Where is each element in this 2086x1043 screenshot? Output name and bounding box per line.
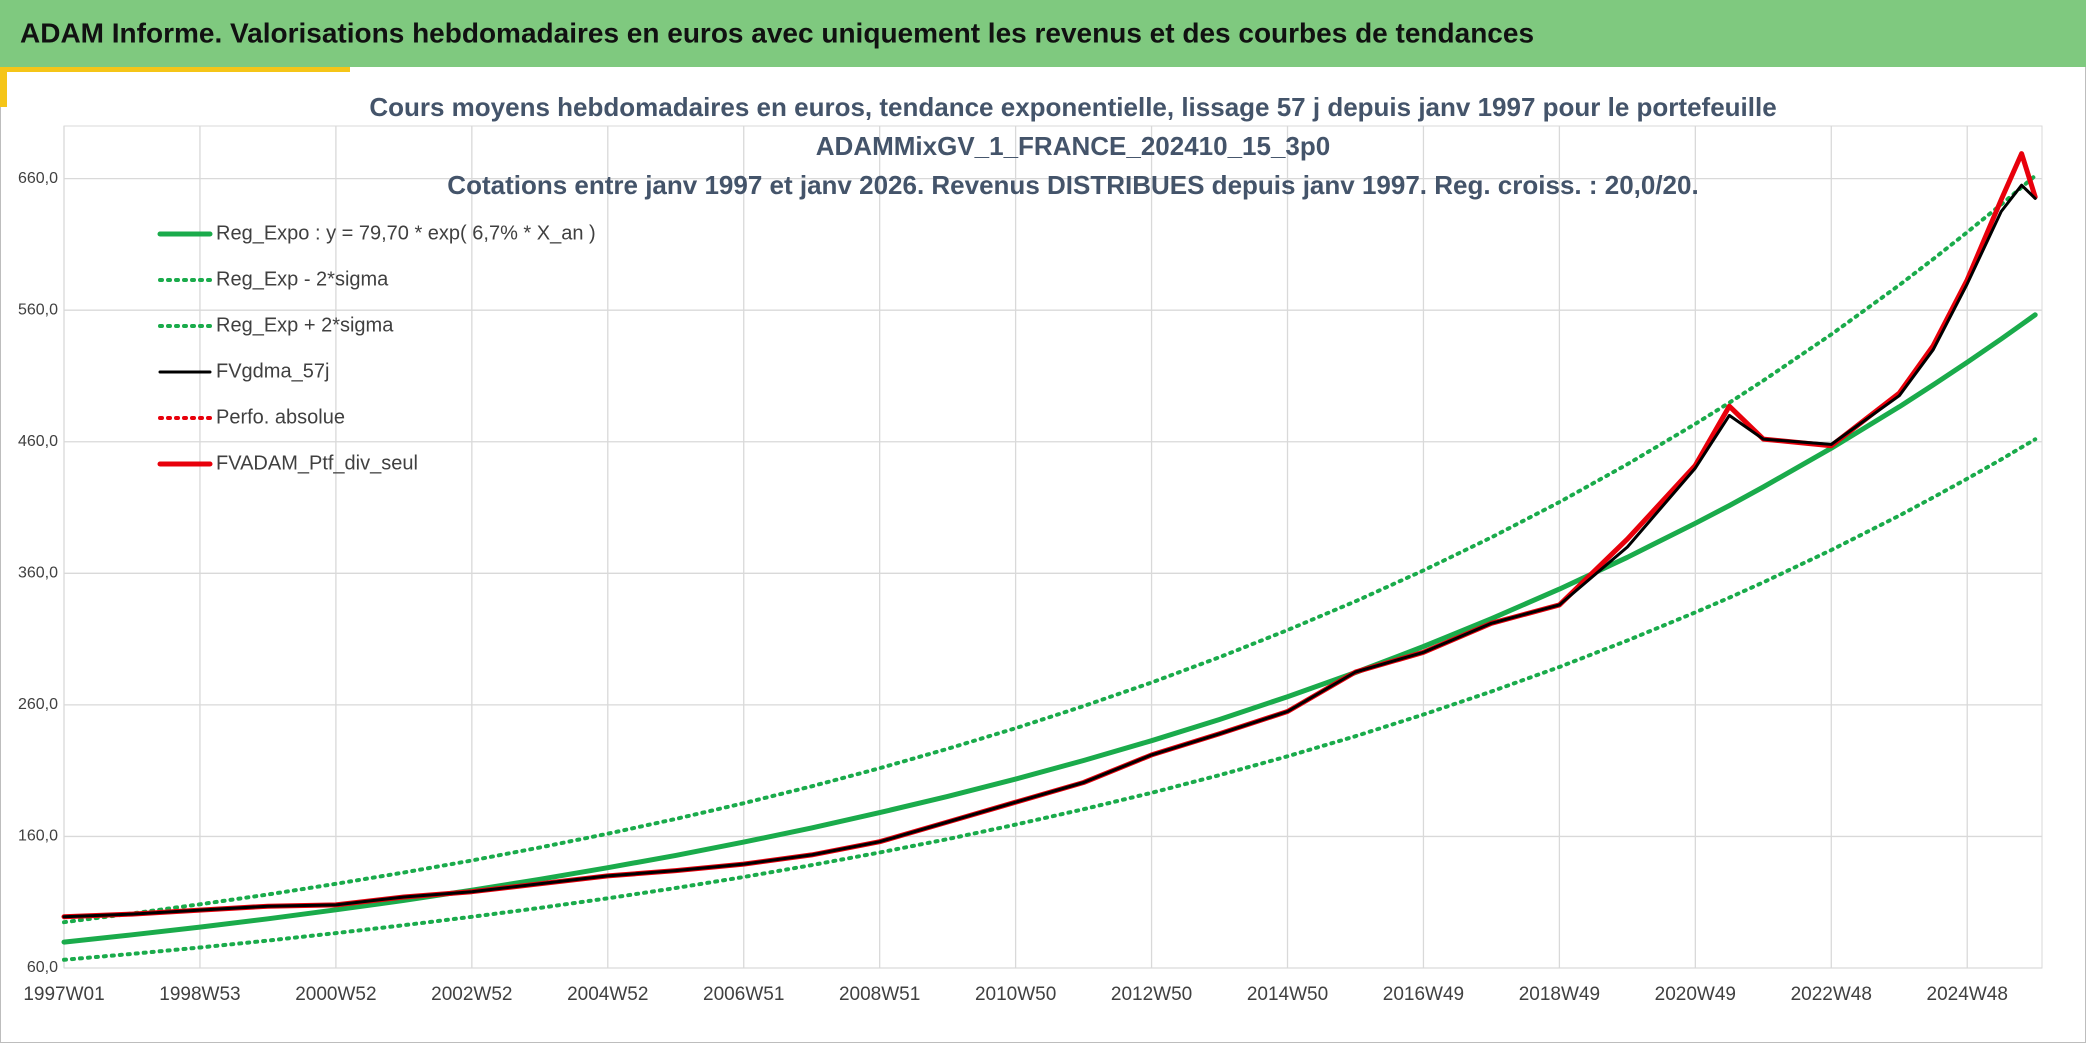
x-tick-label: 2020W49: [1655, 984, 1736, 1005]
x-tick-label: 2008W51: [839, 984, 920, 1005]
accent: [0, 67, 7, 107]
chart-title: Cotations entre janv 1997 et janv 2026. …: [447, 170, 1698, 200]
x-tick-label: 2024W48: [1927, 984, 2008, 1005]
legend-label: FVgdma_57j: [216, 360, 329, 382]
y-tick-label: 260,0: [18, 696, 58, 713]
chart-title: Cours moyens hebdomadaires en euros, ten…: [369, 92, 1776, 122]
x-tick-label: 2014W50: [1247, 984, 1328, 1005]
x-tick-label: 2022W48: [1791, 984, 1872, 1005]
x-tick-label: 2002W52: [431, 984, 512, 1005]
header-title: ADAM Informe. Valorisations hebdomadaire…: [20, 17, 1534, 48]
series-line: [62, 183, 2037, 919]
x-tick-label: 2000W52: [295, 984, 376, 1005]
legend-label: Reg_Exp + 2*sigma: [216, 314, 394, 336]
y-tick-label: 60,0: [27, 959, 58, 976]
series-line: [62, 173, 2038, 925]
x-tick-label: 2010W50: [975, 984, 1056, 1005]
legend-label: FVADAM_Ptf_div_seul: [216, 452, 418, 474]
y-tick-label: 360,0: [18, 565, 58, 582]
y-tick-label: 160,0: [18, 828, 58, 845]
x-tick-label: 2004W52: [567, 984, 648, 1005]
legend-label: Perfo. absolue: [216, 406, 345, 428]
x-tick-label: 2012W50: [1111, 984, 1192, 1005]
x-tick-label: 1997W01: [23, 984, 104, 1005]
x-tick-label: 2006W51: [703, 984, 784, 1005]
x-tick-label: 1998W53: [159, 984, 240, 1005]
x-tick-label: 2016W49: [1383, 984, 1464, 1005]
y-tick-label: 560,0: [18, 301, 58, 318]
header-bar: [0, 0, 2086, 67]
series-line: [62, 437, 2038, 962]
legend-label: Reg_Expo : y = 79,70 * exp( 6,7% * X_an …: [216, 222, 596, 244]
x-tick-label: 2018W49: [1519, 984, 1600, 1005]
chart-title: ADAMMixGV_1_FRANCE_202410_15_3p0: [816, 131, 1330, 161]
y-tick-label: 660,0: [18, 170, 58, 187]
accent: [0, 67, 350, 72]
y-tick-label: 460,0: [18, 433, 58, 450]
legend-label: Reg_Exp - 2*sigma: [216, 268, 389, 290]
